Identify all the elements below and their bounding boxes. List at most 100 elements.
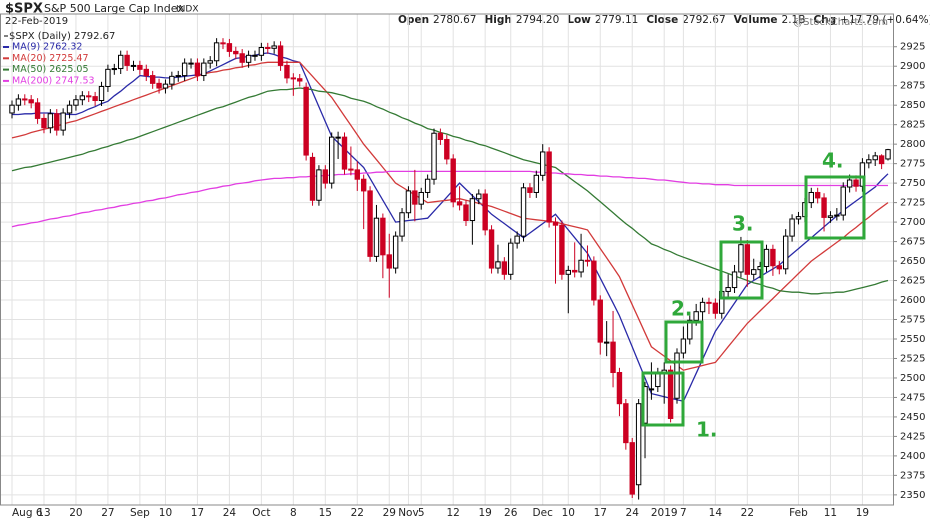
candle-body [92,96,98,102]
x-tick-label: 12 [447,507,460,519]
annotation-box [641,371,685,427]
candle-body [629,442,635,495]
annotation: 2. [671,297,693,321]
candle-body [488,229,495,269]
legend-label: MA(200) 2747.53 [12,75,95,86]
y-tick-label: 2425 [900,431,925,442]
y-tick-label: 2375 [900,470,925,481]
exchange: INDX [176,5,198,15]
candle-body [111,68,118,71]
y-tick-label: 2500 [900,373,925,384]
candle-body [578,259,584,273]
x-tick-label: 10 [562,507,575,519]
y-tick-label: 2550 [900,334,925,345]
candle-body [687,319,693,340]
candle-body [693,311,699,321]
candle-body [233,50,239,55]
candle-body [814,191,821,199]
ma-line [12,52,889,403]
candle-body [207,60,213,64]
candle-body [98,85,105,102]
candle-body [680,338,687,354]
quote-value: 2792.67 [682,14,725,26]
candle-body [885,149,891,160]
date: 22-Feb-2019 [5,16,68,27]
candle-body [725,287,731,292]
candle-body [591,260,597,301]
legend-label: MA(9) 2762.32 [12,42,82,53]
candle-body [143,68,149,77]
candle-body [348,168,354,171]
x-tick-label: Nov [398,507,419,519]
candle-body [738,244,744,273]
y-tick-label: 2475 [900,392,925,403]
candle-body [239,53,245,63]
annotation: 4. [822,149,844,173]
candle-body [418,191,424,205]
candle-body [188,62,194,65]
candle-body [245,54,252,63]
candle-body [840,186,846,216]
candle-body [846,179,853,188]
x-tick-label: 10 [159,507,172,519]
y-tick-label: 2350 [900,490,925,501]
candle-body [79,95,86,101]
candle-body [297,78,303,82]
candle-body [105,68,111,87]
candle-body [712,302,719,314]
candle-body [444,138,450,160]
candle-body [776,265,782,270]
candle-body [265,47,271,50]
legend-label: MA(20) 2725.47 [12,53,89,64]
candle-body [635,403,642,486]
candle-body [789,218,795,237]
candle-body [22,98,28,101]
candle-body [424,178,431,193]
candle-body [303,86,309,156]
candle-body [169,75,175,85]
candle-body [559,224,565,275]
quote-label: Close [646,14,678,26]
annotation: 1. [696,418,718,442]
y-tick-label: 2925 [900,42,925,53]
x-tick-label: 29 [383,507,396,519]
candle-body [367,190,373,257]
candle-body [476,193,482,200]
candle-body [597,299,603,343]
candle-body [520,187,527,237]
candle-body [514,235,520,244]
candle-body [751,269,757,275]
candle-body [584,259,591,262]
candle-body [744,244,751,275]
x-tick-label: Dec [533,507,554,519]
x-tick-label: 11 [824,507,837,519]
y-tick-label: 2525 [900,353,925,364]
candle-body [277,45,284,66]
y-tick-label: 2850 [900,100,925,111]
candle-body [175,75,181,78]
y-tick-label: 2625 [900,276,925,287]
candle-body [271,45,277,49]
quote-label: Low [567,14,591,26]
candle-body [156,82,162,89]
candles [9,38,891,500]
candle-body [655,372,661,388]
plot-frame [0,13,894,506]
candle-body [508,242,514,275]
candle-body [731,271,738,289]
candle-body [213,42,220,62]
candle-body [565,269,571,275]
ma-lines [11,52,889,403]
candle-body [162,83,169,89]
y-tick-label: 2800 [900,139,925,150]
candle-body [149,75,156,84]
candle-body [130,64,137,67]
y-tick-label: 2400 [900,451,925,462]
y-tick-label: 2450 [900,412,925,423]
x-tick-label: 14 [709,507,723,519]
candle-body [456,201,463,206]
y-tick-label: 2775 [900,159,925,170]
ma-line [11,170,888,228]
